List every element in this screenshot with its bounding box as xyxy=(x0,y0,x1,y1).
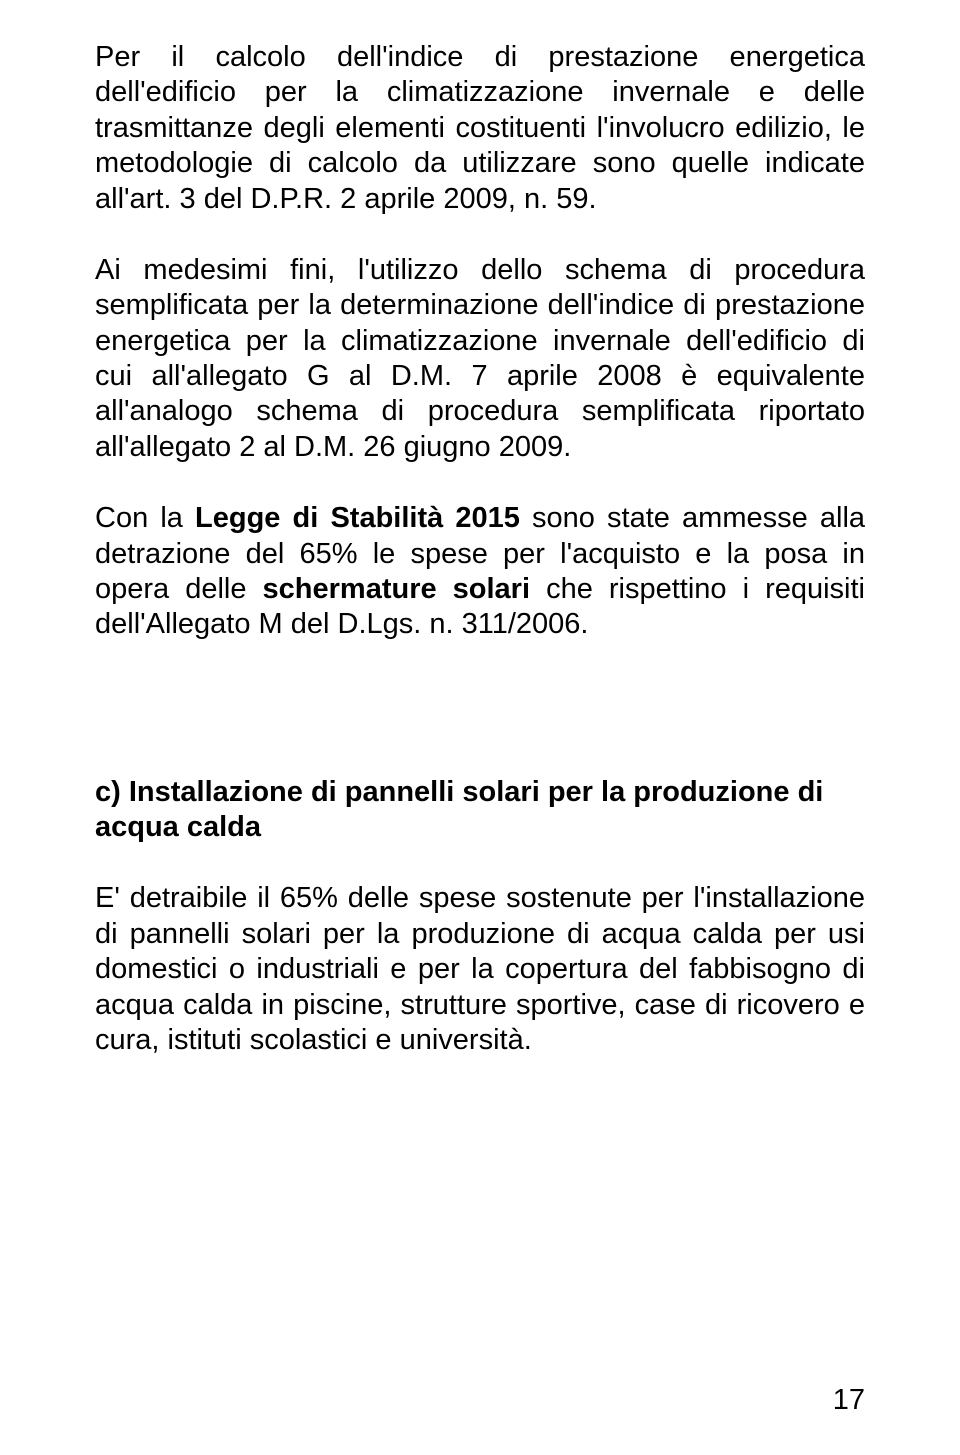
heading-c: c) Installazione di pannelli solari per … xyxy=(95,775,865,846)
paragraph-2: Ai medesimi fini, l'utilizzo dello schem… xyxy=(95,253,865,465)
p3-bold-solar: schermature solari xyxy=(263,573,531,605)
p3-text-a: Con la xyxy=(95,502,195,534)
p3-bold-law: Legge di Stabilità 2015 xyxy=(195,502,520,534)
paragraph-1: Per il calcolo dell'indice di prestazion… xyxy=(95,40,865,217)
paragraph-3: Con la Legge di Stabilità 2015 sono stat… xyxy=(95,501,865,643)
section-gap xyxy=(95,679,865,775)
paragraph-4: E' detraibile il 65% delle spese sostenu… xyxy=(95,881,865,1058)
page-number: 17 xyxy=(833,1384,865,1417)
